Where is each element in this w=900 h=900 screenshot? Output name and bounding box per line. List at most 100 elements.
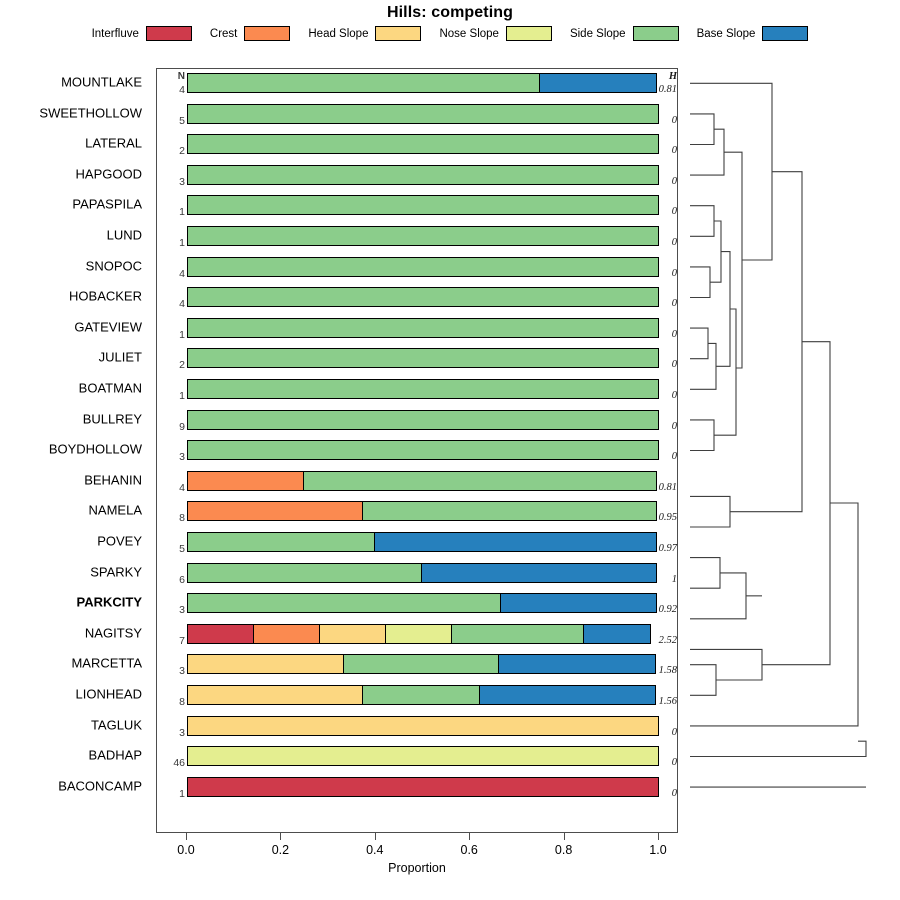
legend-item-nose-slope[interactable]: Nose Slope — [439, 26, 552, 41]
bar-segment-side-slope[interactable] — [187, 317, 659, 338]
bar-segment-nose-slope[interactable] — [384, 623, 453, 644]
bar-segment-side-slope[interactable] — [187, 287, 659, 308]
bar-segment-base-slope[interactable] — [500, 593, 658, 614]
bar-segment-side-slope[interactable] — [362, 685, 481, 705]
stacked-bar[interactable] — [187, 654, 659, 675]
bar-segment-base-slope[interactable] — [478, 685, 656, 705]
legend-item-interfluve[interactable]: Interfluve — [92, 26, 192, 41]
bar-segment-head-slope[interactable] — [187, 715, 659, 736]
bar-segment-side-slope[interactable] — [187, 195, 659, 216]
bar-segment-side-slope[interactable] — [187, 593, 502, 614]
stacked-bar[interactable] — [187, 623, 659, 644]
stacked-bar[interactable] — [187, 73, 659, 93]
stacked-bar[interactable] — [187, 134, 659, 155]
stacked-bar[interactable] — [187, 562, 659, 583]
stacked-bar[interactable] — [187, 440, 659, 461]
row-n-value: 4 — [179, 481, 185, 494]
bar-segment-crest[interactable] — [187, 501, 364, 522]
bar-segment-base-slope[interactable] — [539, 73, 658, 93]
legend-swatch-icon — [762, 26, 809, 41]
bar-segment-crest[interactable] — [187, 470, 305, 491]
stacked-bar[interactable] — [187, 317, 659, 338]
stacked-bar[interactable] — [187, 470, 659, 491]
stacked-bar[interactable] — [187, 379, 659, 399]
chart-row: 5 0.97 — [157, 532, 679, 563]
bar-segment-side-slope[interactable] — [187, 409, 659, 430]
stacked-bar[interactable] — [187, 287, 659, 308]
stacked-bar[interactable] — [187, 501, 659, 522]
row-h-value: 0.81 — [658, 481, 677, 493]
stacked-bar[interactable] — [187, 532, 659, 552]
bar-segment-head-slope[interactable] — [187, 654, 345, 675]
row-n-value: 2 — [179, 359, 185, 372]
legend-swatch-icon — [505, 26, 552, 41]
bar-segment-interfluve[interactable] — [187, 623, 255, 644]
stacked-bar[interactable] — [187, 746, 659, 767]
bar-segment-side-slope[interactable] — [303, 470, 658, 491]
stacked-bar[interactable] — [187, 348, 659, 369]
bar-segment-base-slope[interactable] — [374, 532, 658, 552]
row-h-value: 0 — [671, 726, 677, 738]
bar-segment-base-slope[interactable] — [421, 562, 658, 583]
legend-item-head-slope[interactable]: Head Slope — [308, 26, 422, 41]
y-axis-label-lionhead: LIONHEAD — [75, 686, 142, 702]
row-h-value: 1 — [671, 573, 677, 585]
bar-segment-side-slope[interactable] — [187, 379, 659, 399]
chart-row: 46 0 — [157, 746, 679, 777]
stacked-bar[interactable] — [187, 226, 659, 246]
legend-swatch-icon — [375, 26, 422, 41]
bar-segment-nose-slope[interactable] — [187, 746, 659, 767]
bar-segment-crest[interactable] — [252, 623, 321, 644]
stacked-bar[interactable] — [187, 164, 659, 185]
bar-segment-side-slope[interactable] — [187, 532, 376, 552]
x-axis-title: Proportion — [388, 861, 446, 875]
bar-segment-side-slope[interactable] — [362, 501, 658, 522]
bar-segment-interfluve[interactable] — [187, 776, 659, 797]
row-n-value: 6 — [179, 573, 185, 586]
row-h-value: 2.52 — [658, 634, 677, 646]
bar-segment-side-slope[interactable] — [187, 226, 659, 246]
y-axis-label-papaspila: PAPASPILA — [72, 196, 142, 212]
bar-segment-side-slope[interactable] — [187, 440, 659, 461]
row-n-value: 9 — [179, 420, 185, 433]
stacked-bar[interactable] — [187, 776, 659, 797]
h-column-header: H — [668, 71, 677, 82]
stacked-bar[interactable] — [187, 685, 659, 705]
row-h-value: 1.58 — [658, 665, 677, 677]
row-n-value: 5 — [179, 114, 185, 127]
bar-segment-side-slope[interactable] — [187, 103, 659, 124]
stacked-bar[interactable] — [187, 195, 659, 216]
bar-segment-head-slope[interactable] — [318, 623, 387, 644]
bar-segment-side-slope[interactable] — [187, 348, 659, 369]
bar-segment-side-slope[interactable] — [187, 562, 423, 583]
y-axis-label-nagitsy: NAGITSY — [84, 625, 142, 641]
y-axis-label-povey: POVEY — [97, 533, 142, 549]
bar-segment-side-slope[interactable] — [342, 654, 500, 675]
bar-segment-side-slope[interactable] — [187, 73, 541, 93]
bar-segment-side-slope[interactable] — [187, 134, 659, 155]
row-n-value: 46 — [173, 757, 185, 770]
row-n-value: 3 — [179, 665, 185, 678]
bar-segment-side-slope[interactable] — [187, 256, 659, 277]
stacked-bar[interactable] — [187, 103, 659, 124]
bar-segment-side-slope[interactable] — [450, 623, 586, 644]
stacked-bar[interactable] — [187, 593, 659, 614]
y-axis-label-sparky: SPARKY — [90, 564, 142, 580]
bar-segment-side-slope[interactable] — [187, 164, 659, 185]
y-axis-label-lateral: LATERAL — [85, 135, 142, 151]
stacked-bar[interactable] — [187, 715, 659, 736]
stacked-bar[interactable] — [187, 409, 659, 430]
dendrogram — [690, 68, 900, 833]
bar-segment-head-slope[interactable] — [187, 685, 364, 705]
legend-item-side-slope[interactable]: Side Slope — [570, 26, 679, 41]
legend-item-crest[interactable]: Crest — [210, 26, 291, 41]
legend-item-base-slope[interactable]: Base Slope — [697, 26, 809, 41]
chart-row: 8 0.95 — [157, 501, 679, 532]
stacked-bar[interactable] — [187, 256, 659, 277]
y-axis-label-hobacker: HOBACKER — [69, 288, 142, 304]
bar-segment-base-slope[interactable] — [583, 623, 651, 644]
bar-segment-base-slope[interactable] — [498, 654, 656, 675]
